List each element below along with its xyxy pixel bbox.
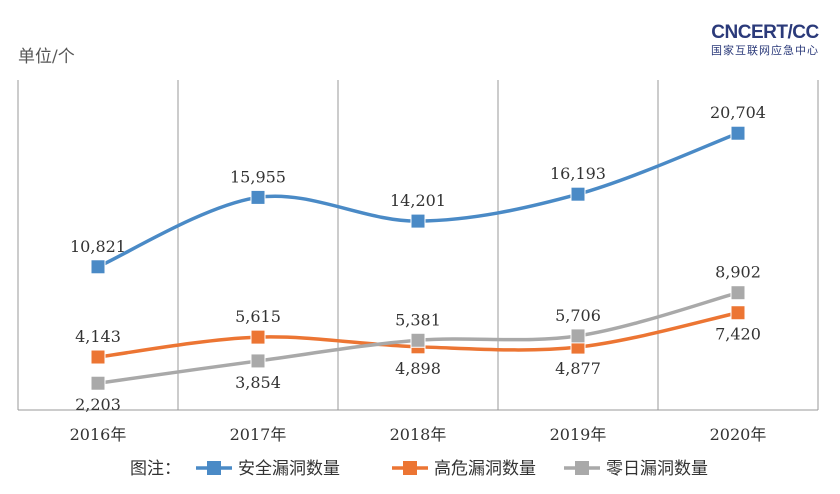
data-point xyxy=(90,349,106,365)
x-tick-label: 2019年 xyxy=(550,425,607,444)
legend-label: 零日漏洞数量 xyxy=(606,459,708,479)
data-label: 2,203 xyxy=(75,395,121,414)
data-label: 10,821 xyxy=(70,237,126,256)
data-point xyxy=(250,353,266,369)
legend-marker xyxy=(403,461,417,475)
data-label: 4,877 xyxy=(555,359,601,378)
data-label: 5,381 xyxy=(395,310,441,329)
data-point xyxy=(250,189,266,205)
data-label: 4,898 xyxy=(395,359,441,378)
data-label: 4,143 xyxy=(75,327,121,346)
legend-title: 图注： xyxy=(130,459,181,479)
legend-marker xyxy=(207,461,221,475)
data-point xyxy=(90,259,106,275)
data-point xyxy=(410,332,426,348)
data-label: 3,854 xyxy=(235,373,281,392)
logo-text: CNCERT/CC xyxy=(711,22,819,43)
legend-marker xyxy=(575,461,589,475)
data-label: 5,706 xyxy=(555,306,601,325)
logo-subtitle: 国家互联网应急中心 xyxy=(711,45,819,57)
data-label: 5,615 xyxy=(235,307,281,326)
data-point xyxy=(410,213,426,229)
data-point xyxy=(90,375,106,391)
data-label: 20,704 xyxy=(710,103,766,122)
data-label: 8,902 xyxy=(715,263,761,282)
x-tick-label: 2016年 xyxy=(70,425,127,444)
data-point xyxy=(730,305,746,321)
data-label: 14,201 xyxy=(390,191,446,210)
data-point xyxy=(730,285,746,301)
legend-label: 安全漏洞数量 xyxy=(238,459,340,479)
data-label: 7,420 xyxy=(715,325,761,344)
data-label: 16,193 xyxy=(550,164,606,183)
data-label: 15,955 xyxy=(230,167,286,186)
data-point xyxy=(250,329,266,345)
legend-label: 高危漏洞数量 xyxy=(434,459,536,479)
x-tick-label: 2018年 xyxy=(390,425,447,444)
x-tick-label: 2020年 xyxy=(710,425,767,444)
x-tick-label: 2017年 xyxy=(230,425,287,444)
y-axis-label: 单位/个 xyxy=(18,47,75,67)
data-point xyxy=(570,328,586,344)
data-point xyxy=(730,125,746,141)
cncert-logo: CNCERT/CC 国家互联网应急中心 xyxy=(700,22,830,58)
data-point xyxy=(570,186,586,202)
